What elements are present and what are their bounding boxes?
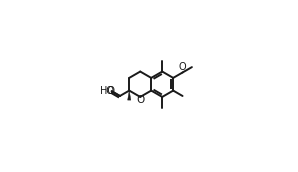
Polygon shape [128, 91, 131, 100]
Text: O: O [105, 86, 113, 96]
Text: O: O [136, 95, 144, 105]
Text: HO: HO [100, 86, 115, 96]
Text: O: O [179, 62, 186, 72]
